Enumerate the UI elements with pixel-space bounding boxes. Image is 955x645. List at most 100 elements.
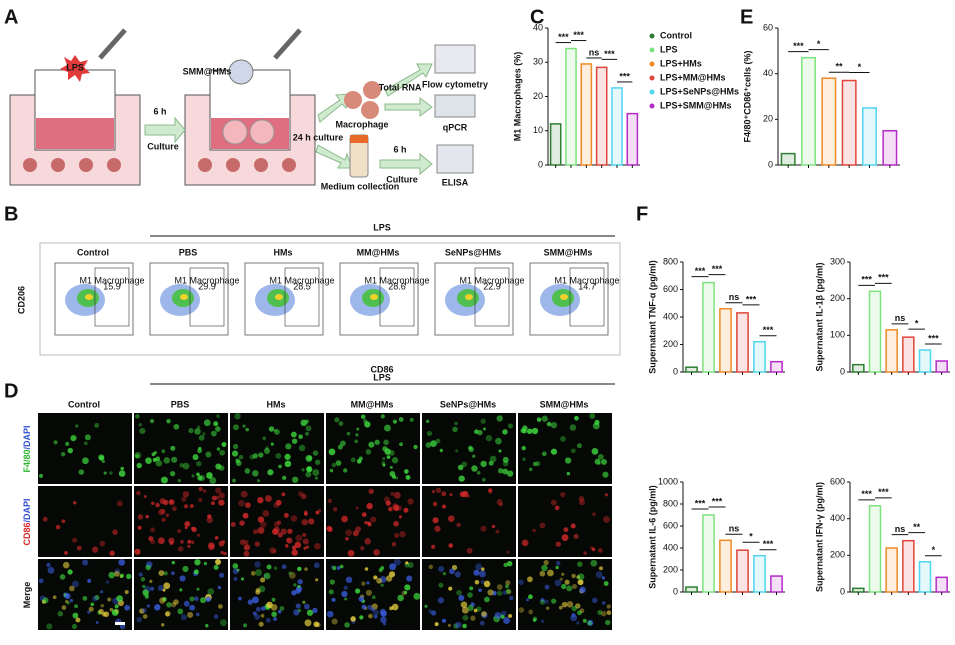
bar <box>862 107 877 166</box>
micrograph <box>422 559 516 630</box>
scale-bar <box>115 622 125 625</box>
legend-marker <box>649 61 655 67</box>
cell-signal <box>546 421 552 427</box>
cell-signal <box>600 610 607 617</box>
cell-signal <box>518 607 525 613</box>
cell-signal <box>297 578 304 585</box>
cell-signal <box>198 486 203 492</box>
cell-signal <box>606 610 612 615</box>
cell-signal <box>295 588 301 594</box>
cell-signal <box>47 566 55 574</box>
cell-signal <box>87 610 91 615</box>
cell-signal <box>100 590 104 594</box>
cell-signal <box>454 571 461 578</box>
cell-signal <box>550 421 558 429</box>
cell-signal <box>285 443 292 450</box>
cell-signal <box>350 616 356 622</box>
tube-cap <box>350 135 368 143</box>
cell-signal <box>427 430 433 436</box>
cell-signal <box>435 487 442 493</box>
row-label-part: Merge <box>22 582 32 609</box>
cell-signal <box>532 618 537 622</box>
y-tick-label: 60 <box>763 22 773 32</box>
cell-signal <box>355 506 359 510</box>
cell-signal <box>100 603 105 608</box>
cell-signal <box>441 491 447 497</box>
cell-signal <box>194 596 199 601</box>
cell-signal <box>282 475 287 480</box>
cell-signal <box>329 468 334 473</box>
cell-signal <box>231 450 239 457</box>
cell-signal <box>142 584 146 589</box>
cell-signal <box>389 606 394 611</box>
y-tick-label: 800 <box>663 498 678 508</box>
bar <box>595 66 608 166</box>
cell-signal <box>407 562 414 568</box>
bar <box>565 47 577 166</box>
cell-signal <box>366 581 370 585</box>
cell-signal <box>571 605 578 612</box>
cell-signal <box>60 451 66 457</box>
cell-signal <box>595 571 603 579</box>
cell-signal <box>528 594 533 600</box>
particle-icon <box>228 59 254 85</box>
cell-signal <box>431 610 437 616</box>
cell-signal <box>438 582 444 588</box>
column-title: Control <box>77 247 109 257</box>
cell-signal <box>232 563 239 569</box>
cell-signal <box>251 596 259 604</box>
cell-signal <box>597 454 604 460</box>
bar <box>868 290 882 373</box>
column-title: PBS <box>179 247 198 257</box>
cell-signal <box>449 568 455 575</box>
arrow <box>315 144 353 169</box>
cell-signal <box>155 460 163 467</box>
cell-signal <box>195 612 200 617</box>
cell-signal <box>336 566 341 570</box>
cell-signal <box>498 449 502 453</box>
cell-signal <box>193 569 199 575</box>
cell-signal <box>547 569 554 577</box>
cell-signal <box>438 565 445 573</box>
axis-label: CD86 <box>370 364 393 374</box>
cell-signal <box>474 429 479 434</box>
cell-signal <box>245 502 251 508</box>
cell-signal <box>158 570 165 576</box>
cell-signal <box>583 551 587 555</box>
significance-label: ** <box>913 522 921 532</box>
cell-signal <box>376 577 382 584</box>
cell-signal <box>306 609 314 616</box>
cell-signal <box>218 604 223 609</box>
cell-signal <box>424 604 428 608</box>
cell-signal <box>502 456 509 463</box>
cell-signal <box>328 448 336 456</box>
cell-signal <box>255 587 261 593</box>
y-tick-label: 10 <box>533 125 543 135</box>
cell-signal <box>291 476 299 483</box>
cell-signal <box>70 435 76 442</box>
cell-signal <box>305 425 312 432</box>
cell-signal <box>151 501 155 505</box>
cell-signal <box>71 623 78 630</box>
cell-signal <box>571 613 576 618</box>
schematic-label: SMM@HMs <box>183 66 232 76</box>
cell-signal <box>461 606 469 614</box>
y-tick-label: 0 <box>673 586 678 596</box>
cell-signal <box>367 521 371 526</box>
cell-signal <box>532 616 538 622</box>
gate-name: M1 Macrophage <box>79 275 144 285</box>
cell-signal <box>240 490 248 498</box>
significance-label: *** <box>712 264 723 274</box>
cell-signal <box>574 415 579 421</box>
cell-signal <box>566 601 574 608</box>
cell-signal <box>158 508 165 516</box>
cell-signal <box>95 620 99 624</box>
cell-signal <box>327 526 333 533</box>
cell-signal <box>576 443 582 449</box>
cell-signal <box>522 457 526 461</box>
cell-signal <box>244 468 251 474</box>
cell-signal <box>531 427 539 435</box>
cell-signal <box>157 584 164 591</box>
y-tick-label: 30 <box>533 57 543 67</box>
